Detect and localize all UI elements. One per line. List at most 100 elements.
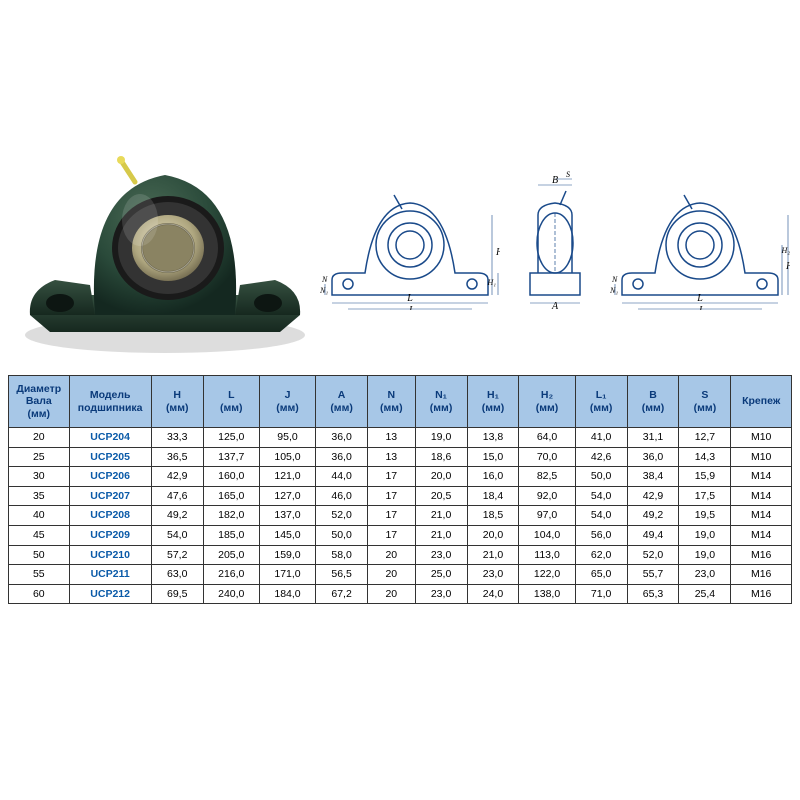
data-cell: 20 [368, 584, 416, 604]
data-cell: 60 [9, 584, 70, 604]
data-cell: 92,0 [519, 486, 575, 506]
data-cell: 13 [368, 428, 416, 448]
figure-area: J L H₂ H₁ N N₁ [0, 0, 800, 370]
data-cell: 82,5 [519, 467, 575, 487]
data-cell: 36,0 [316, 428, 368, 448]
data-cell: 137,7 [203, 447, 259, 467]
data-cell: 67,2 [316, 584, 368, 604]
spec-table: ДиаметрВала(мм)МодельподшипникаH(мм)L(мм… [8, 375, 792, 604]
col-header: A(мм) [316, 376, 368, 428]
data-cell: 71,0 [575, 584, 627, 604]
table-row: 50UCP21057,2205,0159,058,02023,021,0113,… [9, 545, 792, 565]
data-cell: 205,0 [203, 545, 259, 565]
data-cell: 42,9 [627, 486, 679, 506]
data-cell: 69,5 [151, 584, 203, 604]
data-cell: 138,0 [519, 584, 575, 604]
data-cell: 171,0 [259, 565, 315, 585]
table-row: 20UCP20433,3125,095,036,01319,013,864,04… [9, 428, 792, 448]
data-cell: 105,0 [259, 447, 315, 467]
data-cell: 25,0 [415, 565, 467, 585]
data-cell: 46,0 [316, 486, 368, 506]
data-cell: 182,0 [203, 506, 259, 526]
data-cell: 50,0 [575, 467, 627, 487]
label-Nb: N [611, 275, 618, 284]
data-cell: 31,1 [627, 428, 679, 448]
data-cell: 104,0 [519, 525, 575, 545]
product-image [10, 120, 320, 360]
data-cell: M16 [731, 545, 792, 565]
data-cell: 240,0 [203, 584, 259, 604]
data-cell: 47,6 [151, 486, 203, 506]
data-cell: 15,9 [679, 467, 731, 487]
label-H2: H₂ [495, 247, 500, 258]
data-cell: 42,9 [151, 467, 203, 487]
data-cell: M14 [731, 506, 792, 526]
data-cell: 159,0 [259, 545, 315, 565]
data-cell: 20,0 [467, 525, 519, 545]
data-cell: 21,0 [415, 506, 467, 526]
data-cell: 20,5 [415, 486, 467, 506]
data-cell: 19,0 [415, 428, 467, 448]
data-cell: 56,5 [316, 565, 368, 585]
data-cell: 63,0 [151, 565, 203, 585]
model-cell: UCP209 [69, 525, 151, 545]
diagram-front: J L H₂ H₁ N N₁ [320, 165, 500, 310]
data-cell: 23,0 [467, 565, 519, 585]
model-cell: UCP205 [69, 447, 151, 467]
model-cell: UCP210 [69, 545, 151, 565]
dimensions-table: ДиаметрВала(мм)МодельподшипникаH(мм)L(мм… [8, 375, 792, 604]
data-cell: M14 [731, 525, 792, 545]
model-cell: UCP211 [69, 565, 151, 585]
label-N1: N₁ [320, 286, 328, 295]
label-N1b: N₁ [610, 286, 618, 295]
model-cell: UCP206 [69, 467, 151, 487]
data-cell: 125,0 [203, 428, 259, 448]
model-cell: UCP207 [69, 486, 151, 506]
data-cell: 42,6 [575, 447, 627, 467]
data-cell: 113,0 [519, 545, 575, 565]
data-cell: 13 [368, 447, 416, 467]
label-L: L [406, 293, 413, 304]
data-cell: 64,0 [519, 428, 575, 448]
col-header: H(мм) [151, 376, 203, 428]
data-cell: M16 [731, 565, 792, 585]
model-cell: UCP208 [69, 506, 151, 526]
col-header: L(мм) [203, 376, 259, 428]
data-cell: 23,0 [415, 584, 467, 604]
diagram-side: B S A [510, 165, 600, 310]
data-cell: 36,5 [151, 447, 203, 467]
data-cell: 50 [9, 545, 70, 565]
table-row: 55UCP21163,0216,0171,056,52025,023,0122,… [9, 565, 792, 585]
label-J2: J [698, 305, 703, 310]
data-cell: 20 [9, 428, 70, 448]
table-row: 60UCP21269,5240,0184,067,22023,024,0138,… [9, 584, 792, 604]
data-cell: 165,0 [203, 486, 259, 506]
model-cell: UCP204 [69, 428, 151, 448]
data-cell: 56,0 [575, 525, 627, 545]
col-header: ДиаметрВала(мм) [9, 376, 70, 428]
data-cell: 38,4 [627, 467, 679, 487]
data-cell: 49,2 [151, 506, 203, 526]
diagram-front-alt: J L H H₂ N N₁ [610, 165, 790, 310]
label-B: B [552, 175, 558, 186]
data-cell: 35 [9, 486, 70, 506]
table-header-row: ДиаметрВала(мм)МодельподшипникаH(мм)L(мм… [9, 376, 792, 428]
data-cell: 49,2 [627, 506, 679, 526]
data-cell: 70,0 [519, 447, 575, 467]
col-header: H₁(мм) [467, 376, 519, 428]
data-cell: 58,0 [316, 545, 368, 565]
data-cell: 62,0 [575, 545, 627, 565]
table-row: 45UCP20954,0185,0145,050,01721,020,0104,… [9, 525, 792, 545]
table-row: 40UCP20849,2182,0137,052,01721,018,597,0… [9, 506, 792, 526]
data-cell: 17 [368, 525, 416, 545]
data-cell: 185,0 [203, 525, 259, 545]
col-header: B(мм) [627, 376, 679, 428]
data-cell: M10 [731, 447, 792, 467]
data-cell: 95,0 [259, 428, 315, 448]
data-cell: 21,0 [415, 525, 467, 545]
technical-drawings: J L H₂ H₁ N N₁ [320, 140, 790, 310]
data-cell: 145,0 [259, 525, 315, 545]
data-cell: 121,0 [259, 467, 315, 487]
data-cell: 65,3 [627, 584, 679, 604]
label-N: N [321, 275, 328, 284]
